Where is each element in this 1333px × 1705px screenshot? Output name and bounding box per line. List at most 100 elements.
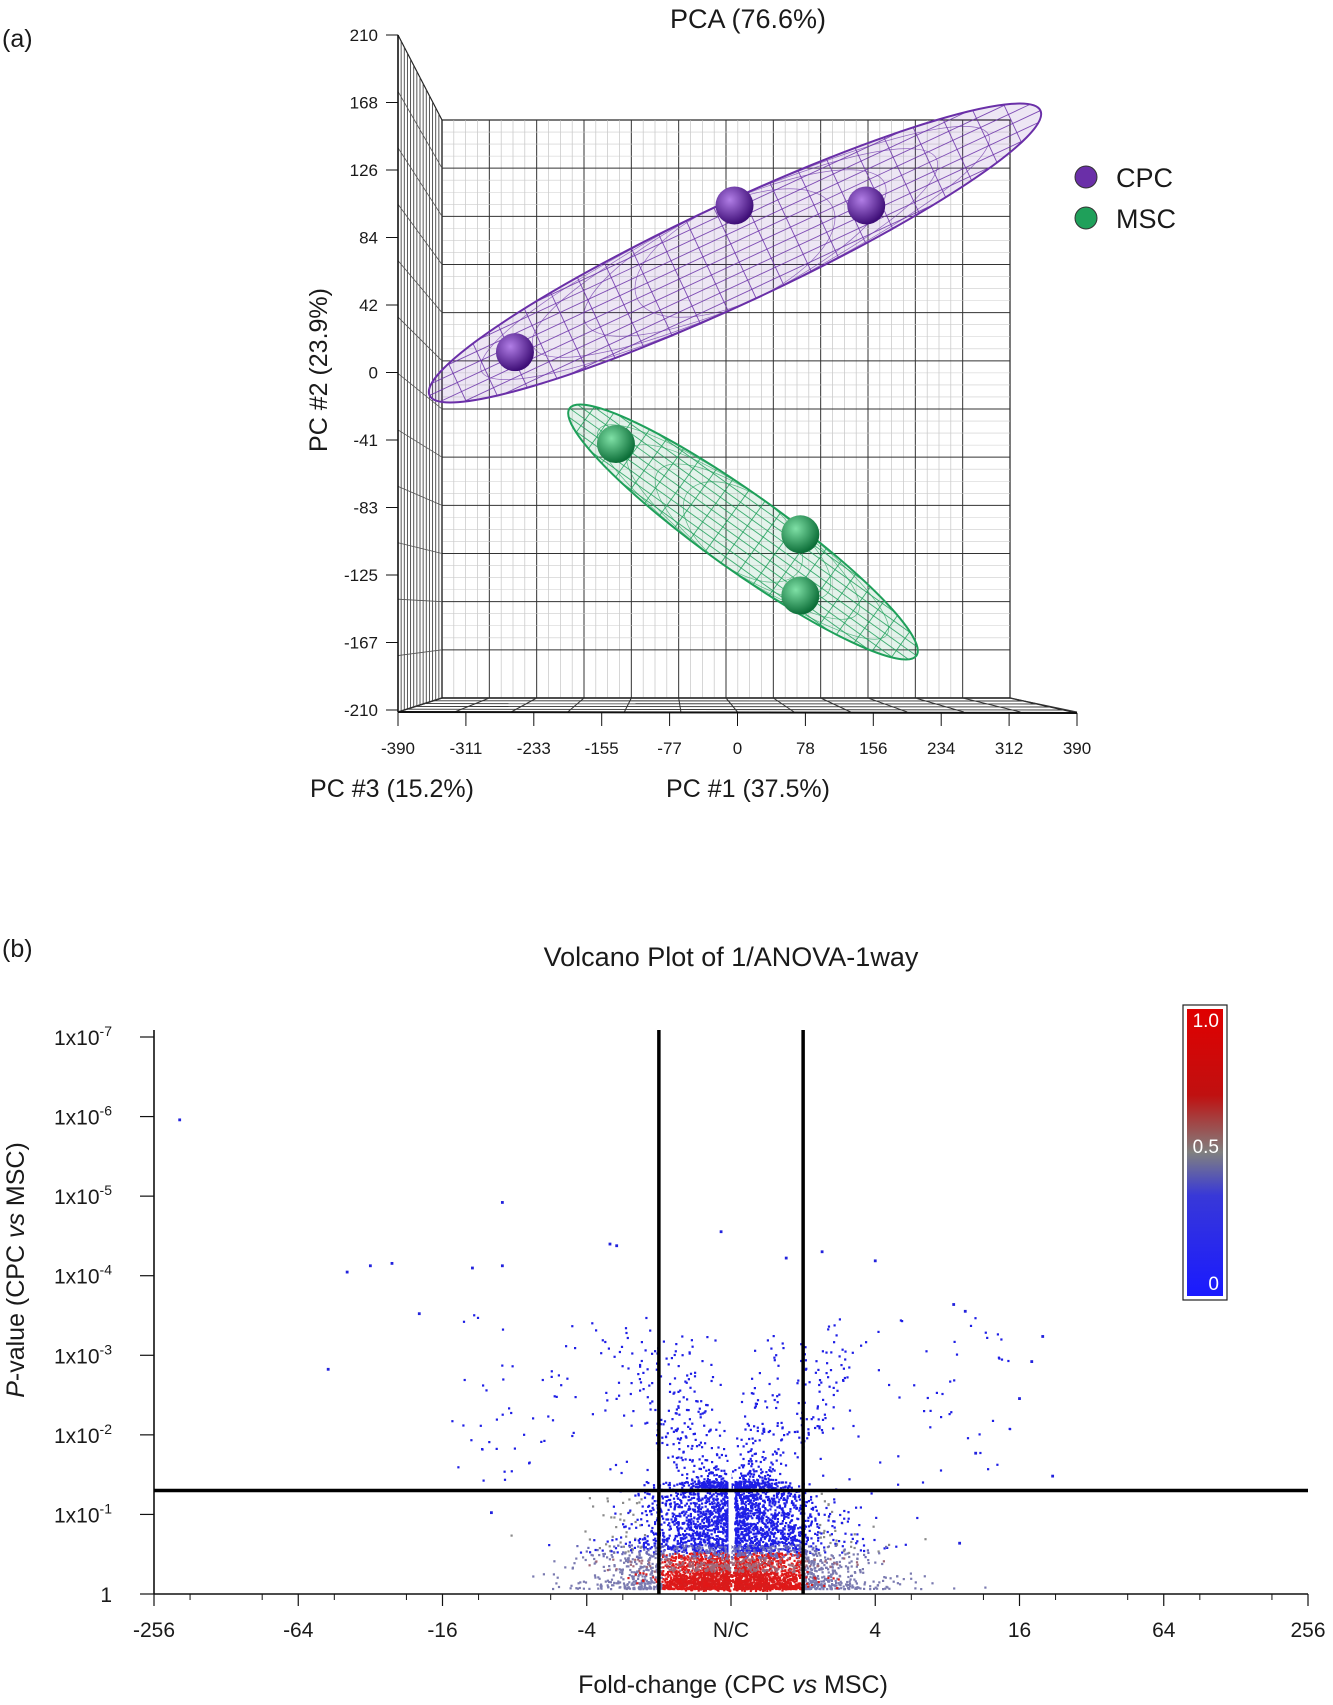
volcano-point xyxy=(771,1453,774,1456)
volcano-point xyxy=(503,1478,507,1481)
volcano-point xyxy=(640,1584,643,1587)
volcano-point xyxy=(746,1422,749,1425)
volcano-point xyxy=(792,1538,795,1541)
volcano-point xyxy=(874,1586,877,1589)
volcano-point xyxy=(703,1485,706,1488)
volcano-point xyxy=(664,1502,668,1505)
volcano-point xyxy=(694,1493,697,1496)
volcano-point xyxy=(678,1400,681,1403)
volcano-point xyxy=(649,1582,652,1585)
volcano-point xyxy=(628,1587,632,1590)
volcano-point xyxy=(702,1532,705,1535)
volcano-point xyxy=(740,1511,743,1514)
volcano-point xyxy=(809,1571,813,1574)
volcano-point xyxy=(799,1526,802,1529)
volcano-point xyxy=(768,1504,771,1507)
volcano-point xyxy=(616,1551,619,1554)
volcano-point xyxy=(671,1455,674,1458)
volcano-point xyxy=(691,1532,694,1535)
volcano-point xyxy=(643,1542,646,1545)
volcano-point xyxy=(661,1545,664,1548)
volcano-point xyxy=(688,1539,691,1542)
volcano-point xyxy=(794,1524,797,1527)
volcano-point xyxy=(697,1537,700,1540)
volcano-point xyxy=(770,1532,773,1535)
volcano-point xyxy=(822,1588,825,1591)
volcano-point xyxy=(635,1571,638,1574)
volcano-point xyxy=(528,1462,531,1465)
volcano-point xyxy=(693,1540,696,1543)
volcano-point xyxy=(623,1584,626,1587)
pca-grid-line xyxy=(454,697,490,713)
volcano-point xyxy=(645,1587,648,1591)
volcano-point xyxy=(788,1558,791,1561)
volcano-point xyxy=(771,1539,774,1542)
volcano-point xyxy=(888,1383,891,1387)
volcano-point xyxy=(710,1363,713,1366)
volcano-point xyxy=(751,1528,754,1531)
pca-x-axis-line xyxy=(397,711,1078,714)
volcano-point xyxy=(725,1487,728,1490)
volcano-point xyxy=(613,1564,616,1567)
volcano-point xyxy=(706,1538,709,1542)
volcano-point xyxy=(718,1493,721,1496)
volcano-point xyxy=(778,1511,781,1514)
volcano-point xyxy=(821,1576,824,1579)
volcano-point xyxy=(756,1541,759,1544)
volcano-point xyxy=(812,1506,815,1509)
volcano-point xyxy=(699,1552,702,1555)
volcano-point xyxy=(689,1512,692,1516)
volcano-point xyxy=(710,1533,713,1536)
volcano-point xyxy=(689,1508,692,1511)
volcano-point xyxy=(691,1528,694,1532)
volcano-point xyxy=(720,1500,723,1503)
volcano-point xyxy=(678,1504,681,1507)
volcano-point xyxy=(775,1528,778,1531)
volcano-point xyxy=(573,1562,576,1565)
msc-ellipse-mesh xyxy=(617,414,896,613)
volcano-point xyxy=(794,1452,797,1455)
volcano-point xyxy=(1007,1359,1010,1363)
volcano-point xyxy=(691,1444,694,1448)
volcano-point xyxy=(754,1550,757,1553)
volcano-point xyxy=(724,1544,728,1547)
volcano-point xyxy=(701,1520,704,1523)
volcano-point xyxy=(671,1555,674,1558)
volcano-point xyxy=(804,1584,807,1587)
volcano-point xyxy=(757,1465,760,1468)
volcano-point xyxy=(701,1497,704,1500)
volcano-point xyxy=(644,1491,647,1494)
volcano-point xyxy=(682,1450,685,1453)
volcano-point xyxy=(457,1466,460,1469)
volcano-point xyxy=(748,1478,751,1481)
volcano-point xyxy=(692,1529,695,1533)
volcano-point xyxy=(687,1556,690,1559)
volcano-point xyxy=(708,1558,711,1561)
volcano-point xyxy=(741,1531,744,1534)
volcano-point xyxy=(784,1512,787,1515)
volcano-point xyxy=(640,1579,643,1582)
volcano-point xyxy=(796,1548,799,1551)
volcano-point xyxy=(666,1432,669,1435)
volcano-point xyxy=(735,1512,738,1515)
volcano-point xyxy=(889,1577,892,1580)
volcano-point xyxy=(485,1389,488,1392)
volcano-point xyxy=(832,1570,835,1573)
volcano-point xyxy=(719,1515,722,1518)
volcano-point xyxy=(632,1577,635,1581)
volcano-point xyxy=(716,1492,719,1496)
volcano-point xyxy=(566,1377,569,1380)
volcano-point xyxy=(679,1545,682,1548)
volcano-point xyxy=(808,1571,811,1574)
volcano-point xyxy=(744,1479,747,1482)
volcano-point xyxy=(671,1515,674,1518)
volcano-point xyxy=(785,1522,788,1525)
volcano-point xyxy=(785,1553,788,1556)
volcano-point xyxy=(822,1532,825,1535)
volcano-point xyxy=(683,1537,686,1540)
volcano-point xyxy=(767,1498,770,1502)
volcano-point xyxy=(715,1528,718,1531)
volcano-point xyxy=(816,1581,819,1584)
volcano-point xyxy=(655,1565,658,1568)
volcano-point xyxy=(719,1508,722,1511)
